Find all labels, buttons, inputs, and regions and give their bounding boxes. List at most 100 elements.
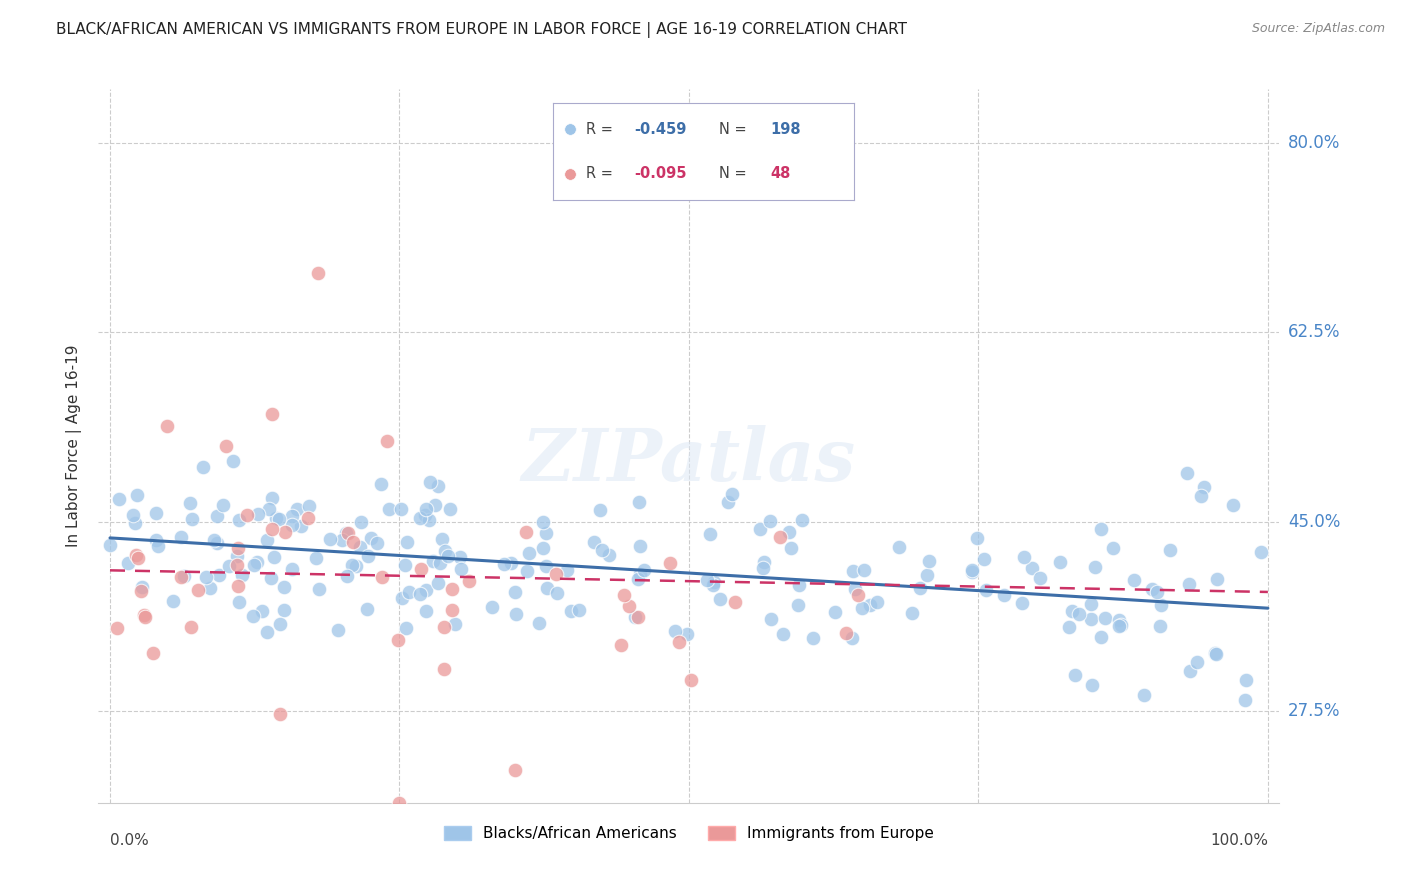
Point — [409, 561, 432, 575]
Point — [702, 574, 724, 589]
Point — [1233, 693, 1256, 707]
Point — [336, 569, 359, 583]
Point — [208, 568, 231, 582]
Point — [633, 563, 655, 577]
Text: 27.5%: 27.5% — [1288, 702, 1340, 720]
Text: ZIPatlas: ZIPatlas — [522, 425, 856, 496]
Point — [560, 604, 582, 618]
Point — [440, 582, 463, 597]
Point — [1204, 646, 1226, 660]
Point — [1021, 561, 1043, 575]
Point — [960, 565, 983, 579]
Point — [415, 583, 437, 598]
Text: 0.0%: 0.0% — [110, 833, 149, 848]
Point — [1175, 466, 1198, 480]
Text: BLACK/AFRICAN AMERICAN VS IMMIGRANTS FROM EUROPE IN LABOR FORCE | AGE 16-19 CORR: BLACK/AFRICAN AMERICAN VS IMMIGRANTS FRO… — [56, 22, 907, 38]
Point — [124, 516, 146, 530]
Point — [1234, 673, 1257, 687]
Point — [443, 617, 465, 632]
Point — [146, 539, 169, 553]
Point — [439, 502, 461, 516]
Point — [960, 563, 983, 577]
Point — [503, 764, 526, 778]
Point — [748, 522, 770, 536]
Point — [859, 598, 882, 612]
Point — [391, 591, 413, 606]
Point — [1187, 655, 1209, 669]
Point — [285, 502, 308, 516]
Point — [1178, 577, 1201, 591]
Point — [801, 631, 824, 645]
Point — [418, 513, 440, 527]
Point — [1189, 489, 1212, 503]
Point — [516, 564, 538, 578]
Point — [917, 567, 939, 582]
Point — [388, 796, 411, 810]
Point — [207, 536, 229, 550]
Point — [1080, 678, 1102, 692]
Point — [246, 555, 269, 569]
Point — [398, 584, 420, 599]
Point — [274, 525, 297, 540]
Point — [419, 475, 441, 489]
Point — [544, 566, 567, 581]
Point — [415, 605, 437, 619]
Point — [297, 511, 319, 525]
Point — [162, 594, 184, 608]
Point — [298, 499, 321, 513]
Point — [527, 616, 550, 631]
Point — [427, 479, 450, 493]
Point — [269, 707, 291, 722]
Point — [780, 541, 803, 555]
Point — [789, 578, 811, 592]
Point — [395, 621, 418, 635]
Point — [434, 544, 457, 558]
Point — [179, 496, 201, 510]
Point — [262, 491, 284, 505]
Point — [1122, 573, 1144, 587]
Point — [319, 532, 342, 546]
Point — [394, 558, 416, 572]
Point — [624, 610, 647, 624]
Point — [901, 607, 924, 621]
Point — [170, 531, 193, 545]
Point — [370, 476, 392, 491]
Point — [449, 549, 471, 564]
Point — [1140, 582, 1163, 596]
Text: Source: ZipAtlas.com: Source: ZipAtlas.com — [1251, 22, 1385, 36]
Point — [786, 598, 808, 612]
Point — [335, 525, 357, 540]
Point — [546, 586, 568, 600]
Point — [1094, 610, 1116, 624]
Point — [531, 515, 554, 529]
Point — [226, 558, 249, 572]
Point — [993, 588, 1015, 602]
Point — [117, 557, 139, 571]
Point — [1059, 620, 1081, 634]
Point — [499, 556, 522, 570]
Point — [267, 511, 290, 525]
Point — [627, 572, 650, 586]
Point — [751, 561, 773, 575]
Point — [357, 549, 380, 563]
Point — [1062, 604, 1084, 618]
Point — [1222, 499, 1244, 513]
Point — [242, 608, 264, 623]
Point — [720, 487, 742, 501]
Point — [328, 624, 350, 638]
Point — [628, 495, 651, 509]
Point — [125, 549, 148, 563]
Text: 45.0%: 45.0% — [1288, 513, 1340, 531]
Point — [430, 532, 453, 546]
Point — [887, 541, 910, 555]
Point — [966, 531, 988, 545]
Point — [1159, 542, 1181, 557]
Text: 100.0%: 100.0% — [1211, 833, 1268, 848]
Point — [1064, 667, 1087, 681]
Point — [264, 511, 287, 525]
Point — [243, 558, 266, 572]
Point — [1101, 541, 1123, 555]
Point — [1132, 689, 1154, 703]
Point — [260, 571, 283, 585]
Text: 80.0%: 80.0% — [1288, 135, 1340, 153]
